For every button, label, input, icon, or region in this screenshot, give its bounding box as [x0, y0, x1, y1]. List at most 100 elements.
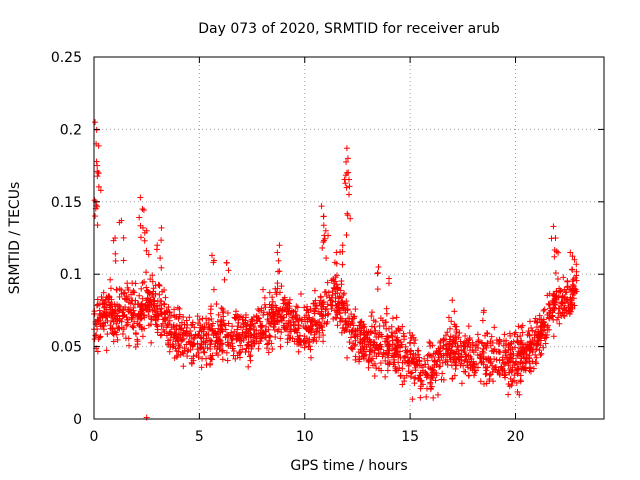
data-point [360, 335, 367, 342]
data-point [569, 291, 576, 298]
data-point [194, 313, 201, 320]
data-point [568, 308, 575, 315]
data-point [390, 361, 397, 368]
data-point [537, 324, 544, 331]
data-point-peak [92, 119, 99, 126]
data-point [563, 309, 570, 316]
data-point [98, 293, 105, 300]
data-point [394, 352, 401, 359]
data-point [384, 333, 391, 340]
data-point-peak [447, 333, 454, 340]
data-point [110, 330, 117, 337]
data-point [224, 339, 231, 346]
data-point [266, 289, 273, 296]
data-point [529, 337, 536, 344]
data-point [158, 322, 165, 329]
data-point [474, 331, 481, 338]
data-point [180, 350, 187, 357]
data-point [278, 329, 285, 336]
data-point [104, 331, 111, 338]
data-point [507, 375, 514, 382]
data-point [109, 326, 116, 333]
data-point [361, 338, 368, 345]
data-point [401, 374, 408, 381]
data-point [136, 292, 143, 299]
data-point [139, 300, 146, 307]
data-point [437, 350, 444, 357]
data-point [496, 357, 503, 364]
data-point [502, 360, 509, 367]
data-point [377, 360, 384, 367]
data-point [100, 289, 107, 296]
data-point [158, 311, 165, 318]
data-point [393, 314, 400, 321]
data-point [509, 364, 516, 371]
data-point [505, 381, 512, 388]
data-point [229, 335, 236, 342]
data-point [385, 354, 392, 361]
data-point [310, 336, 317, 343]
data-point [572, 274, 579, 281]
data-point [140, 312, 147, 319]
data-point [373, 334, 380, 341]
data-point [247, 352, 254, 359]
data-point [317, 294, 324, 301]
data-point [501, 331, 508, 338]
data-point [293, 312, 300, 319]
data-point [388, 329, 395, 336]
data-point [312, 297, 319, 304]
data-point [267, 320, 274, 327]
data-point [236, 332, 243, 339]
x-tick-label: 20 [507, 429, 525, 445]
data-point [324, 279, 331, 286]
data-point [375, 365, 382, 372]
data-point [483, 380, 490, 387]
data-point [112, 303, 119, 310]
data-point [525, 328, 532, 335]
data-point-peak [112, 235, 119, 241]
data-point [114, 325, 121, 332]
data-point [163, 330, 170, 337]
data-point [137, 310, 144, 317]
data-point [149, 278, 156, 285]
data-point [269, 298, 276, 305]
data-point [314, 318, 321, 325]
data-point [523, 359, 530, 366]
data-point [507, 358, 514, 365]
data-point [311, 310, 318, 317]
data-point [493, 356, 500, 363]
data-point [442, 332, 449, 339]
x-tick-label: 0 [90, 429, 99, 445]
data-point-peak [346, 191, 352, 198]
data-point [317, 322, 324, 329]
data-point [407, 351, 414, 358]
data-point [540, 344, 547, 351]
data-point [411, 340, 418, 347]
data-point [105, 292, 112, 299]
data-point [201, 324, 208, 331]
data-point [262, 304, 269, 311]
data-point [269, 309, 276, 316]
data-point [234, 326, 241, 333]
data-point [409, 354, 416, 361]
data-point [429, 342, 436, 349]
data-point-peak [110, 237, 117, 244]
data-point [103, 347, 110, 354]
data-point [215, 325, 222, 332]
data-point [550, 333, 557, 340]
data-point [382, 338, 389, 345]
data-point [402, 353, 409, 360]
data-point [311, 331, 318, 338]
data-point [152, 290, 159, 297]
data-point [515, 348, 522, 355]
data-point-peak [116, 219, 123, 226]
data-point [308, 354, 315, 361]
data-point [526, 367, 533, 374]
data-point [285, 332, 292, 339]
data-point [332, 278, 339, 285]
data-point [373, 344, 380, 351]
data-point [368, 329, 375, 336]
data-point [337, 315, 344, 322]
data-point-peak [339, 242, 346, 249]
data-point [213, 350, 220, 357]
